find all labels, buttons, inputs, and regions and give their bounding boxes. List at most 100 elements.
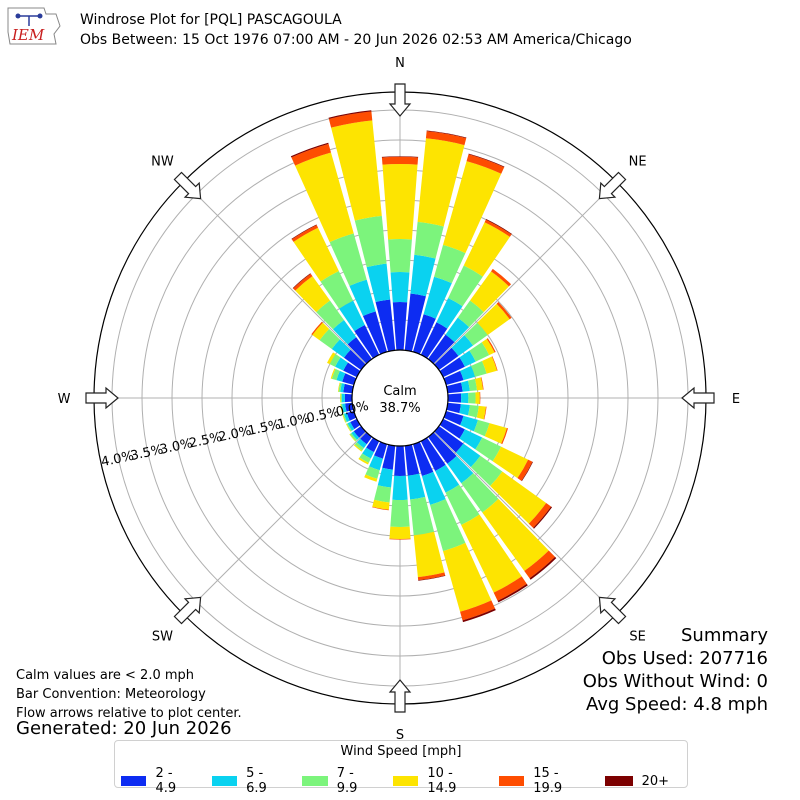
legend-item: 2 - 4.9 — [121, 766, 194, 796]
wedge-segment — [461, 473, 499, 513]
wedge-segment — [528, 503, 552, 528]
wedge-segment — [460, 365, 476, 381]
wedge-segment — [459, 429, 483, 450]
wedge-segment — [479, 391, 481, 405]
wedge-segment — [329, 354, 341, 367]
wedge-segment — [389, 538, 411, 540]
wedge-segment — [475, 377, 483, 391]
wedge-segment — [529, 556, 557, 580]
wedge-segment — [443, 370, 464, 386]
wedge-segment — [482, 498, 549, 571]
wedge-segment — [461, 514, 522, 593]
wedge-segment — [345, 402, 354, 412]
wedge-segment — [329, 233, 367, 286]
wedge-segment — [392, 475, 408, 500]
legend-label: 7 - 9.9 — [336, 766, 358, 796]
flow-arrow-icon — [681, 386, 715, 410]
wedge-segment — [366, 263, 391, 303]
wedge-segment — [461, 380, 470, 392]
spoke-line — [399, 397, 617, 615]
wedge-segment — [331, 368, 340, 381]
legend-swatch — [302, 776, 328, 786]
wedge-segment — [481, 338, 495, 356]
wedge-segment — [353, 444, 363, 452]
legend-items: 2 - 4.9 5 - 6.9 7 - 9.9 10 - 14.9 15 - 19.9 2… — [121, 766, 687, 796]
calm-value: 38.7% — [379, 401, 420, 416]
spoke-line — [183, 397, 401, 615]
wedge-segment — [388, 239, 412, 273]
legend-item: 7 - 9.9 — [302, 766, 375, 796]
legend-item: 20+ — [604, 766, 669, 796]
compass-label: E — [732, 392, 740, 407]
wedge-segment — [354, 215, 387, 268]
wedge-segment — [369, 455, 383, 471]
iem-logo: IEM — [7, 7, 61, 45]
radial-tick-label: 1.5% — [247, 417, 282, 439]
wedge-segment — [364, 474, 378, 482]
wedge-segment — [336, 370, 346, 382]
wedge-segment — [423, 276, 452, 319]
wedge-segment — [485, 219, 512, 235]
wedge-segment — [327, 352, 336, 365]
compass-label: S — [396, 728, 404, 743]
wedge-segment — [430, 499, 466, 552]
compass-label: W — [58, 392, 71, 407]
wedge-segment — [349, 434, 356, 442]
wedge-segment — [414, 221, 444, 259]
legend-swatch — [498, 776, 525, 786]
legend-label: 5 - 6.9 — [246, 766, 267, 796]
wedge-segment — [426, 130, 467, 139]
wedge-segment — [347, 421, 355, 431]
wedge-segment — [455, 443, 481, 468]
convention-note: Bar Convention: Meteorology — [16, 687, 206, 702]
wedge-segment — [354, 325, 380, 359]
wedge-segment — [460, 600, 496, 621]
wedge-segment — [343, 383, 354, 394]
wedge-segment — [447, 393, 462, 403]
flow-arrow-icon — [173, 171, 202, 200]
wedge-segment — [340, 383, 345, 393]
wedge-segment — [443, 410, 464, 426]
wedge-segment — [389, 526, 411, 539]
wedge-segment — [332, 320, 357, 345]
radial-tick-label: 1.0% — [276, 411, 311, 433]
wedge-segment — [491, 268, 512, 287]
radial-tick-label: 0.0% — [335, 399, 370, 421]
flow-arrow-icon — [388, 83, 412, 117]
wedge-segment — [468, 392, 476, 404]
wedge-segment — [340, 393, 341, 403]
wedge-segment — [484, 423, 507, 444]
wedge-segment — [312, 322, 330, 341]
wedge-segment — [362, 311, 388, 355]
obs-without-wind: Obs Without Wind: 0 — [582, 671, 768, 692]
wedge-segment — [443, 542, 492, 612]
wedge-segment — [459, 350, 476, 367]
flow-arrow-icon — [173, 596, 202, 625]
wedge-segment — [412, 441, 434, 476]
wedge-segment — [428, 334, 455, 364]
wedge-segment — [342, 413, 347, 423]
wedge-segment — [320, 270, 354, 309]
wedge-segment — [434, 244, 466, 284]
wedge-segment — [343, 349, 366, 370]
wedge-segment — [420, 322, 448, 359]
wedge-segment — [356, 438, 367, 449]
wedge-segment — [292, 273, 311, 289]
wedge-segment — [524, 550, 556, 579]
legend-swatch — [392, 776, 419, 786]
wedge-segment — [311, 321, 323, 335]
chart-subtitle: Obs Between: 15 Oct 1976 07:00 AM - 20 J… — [80, 32, 632, 48]
wedge-segment — [330, 368, 336, 379]
spoke-line — [399, 181, 617, 399]
legend-swatch — [604, 776, 633, 786]
wedge-segment — [470, 455, 503, 487]
wedge-segment — [457, 300, 484, 328]
wedge-segment — [328, 111, 373, 128]
wedge-segment — [497, 583, 528, 603]
summary-panel: Summary Obs Used: 207716 Obs Without Win… — [583, 624, 768, 716]
wedge-segment — [346, 423, 352, 432]
wedge-segment — [468, 153, 505, 168]
wedge-segment — [468, 378, 478, 392]
wedge-segment — [410, 496, 435, 536]
legend-label: 2 - 4.9 — [155, 766, 177, 796]
